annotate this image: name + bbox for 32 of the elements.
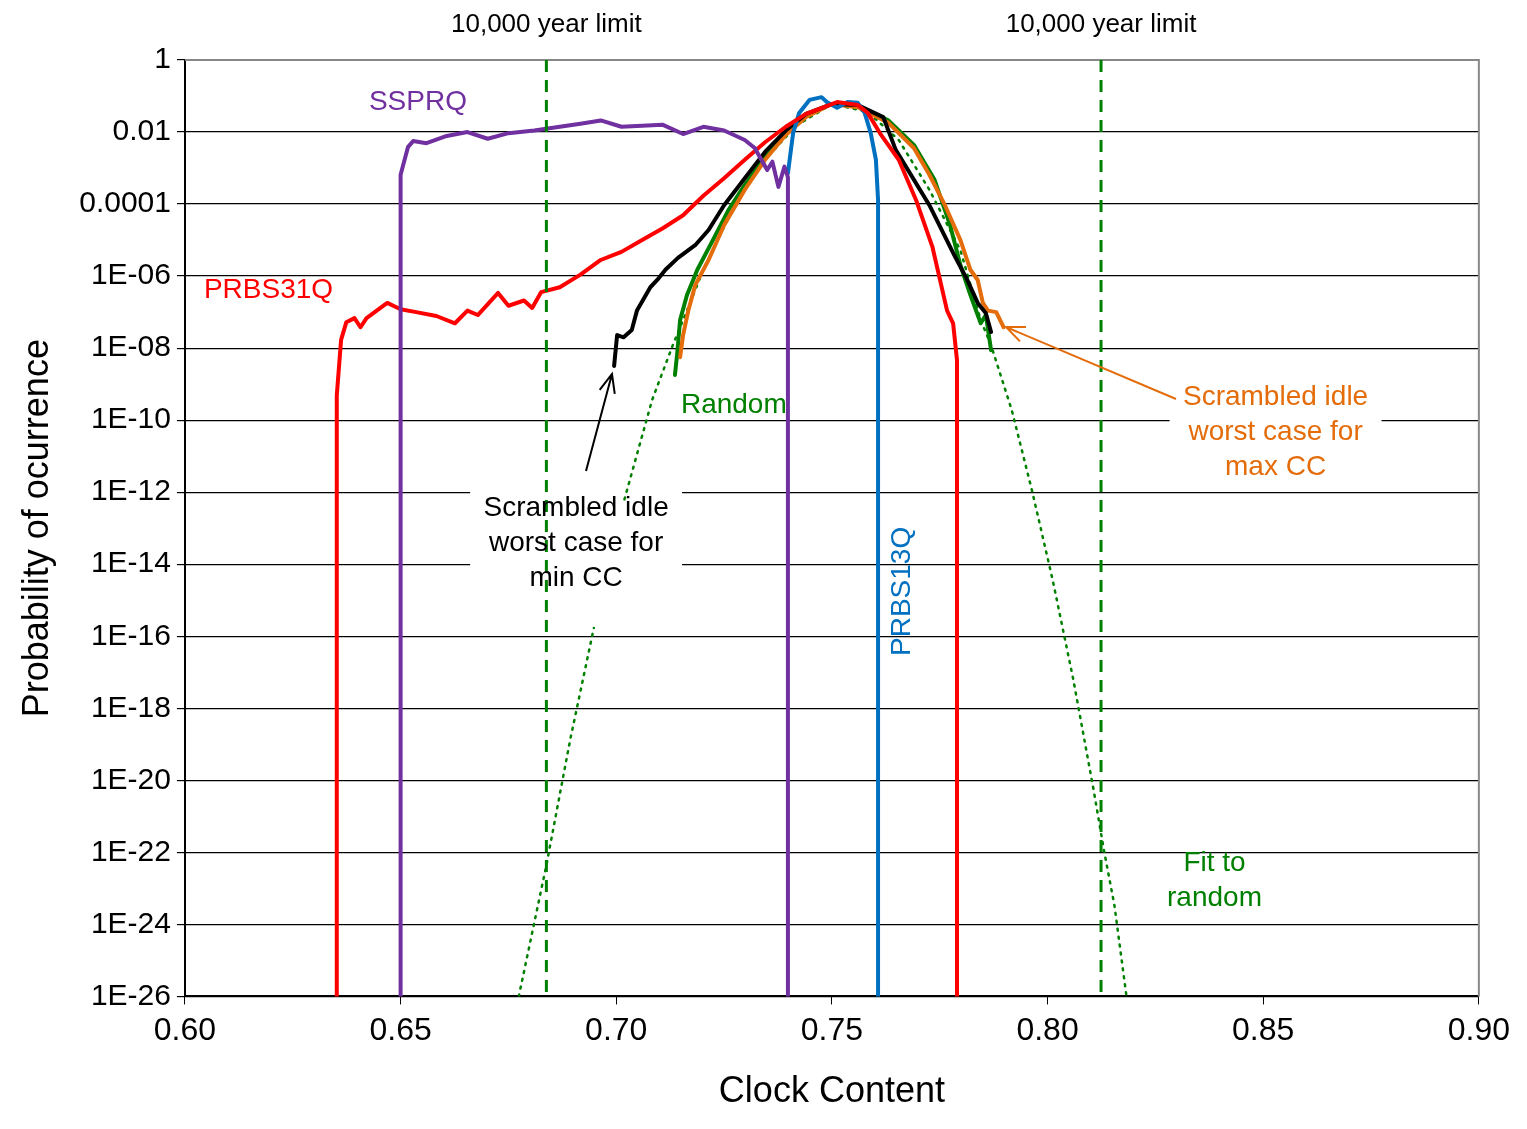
y-tick-label: 1E-18 [90, 689, 171, 723]
ref-line-label: 10,000 year limit [451, 8, 643, 39]
series-label: Random [680, 387, 787, 419]
series-label: Fit to random [1167, 845, 1262, 912]
y-tick-label: 1E-22 [90, 833, 171, 867]
y-tick-label: 1E-20 [90, 761, 171, 795]
x-tick-label: 0.70 [585, 1011, 648, 1048]
x-tick-label: 0.80 [1016, 1011, 1079, 1048]
series-label: SSPRQ [368, 84, 467, 116]
x-tick-label: 0.90 [1447, 1011, 1510, 1048]
y-axis-title: Probability of ocurrence [14, 339, 56, 718]
x-tick-label: 0.85 [1232, 1011, 1295, 1048]
y-tick-label: 1E-26 [90, 977, 171, 1011]
y-tick-label: 0.01 [112, 113, 171, 147]
y-tick-label: 1E-16 [90, 617, 171, 651]
text: PRBS13Q [884, 526, 916, 656]
x-tick-label: 0.75 [800, 1011, 864, 1048]
y-tick-label: 1E-10 [90, 401, 171, 435]
x-tick-label: 0.65 [369, 1011, 432, 1048]
annotation: Scrambled idle worst case for max CC [1182, 379, 1369, 481]
y-tick-label: 1E-08 [90, 329, 171, 363]
y-tick-label: 1E-14 [90, 545, 171, 579]
y-tick-label: 1E-06 [90, 257, 171, 291]
y-tick-label: 1E-24 [90, 905, 171, 939]
y-tick-label: 0.0001 [79, 185, 171, 219]
x-tick-label: 0.60 [153, 1011, 217, 1048]
series-label: PRBS31Q [203, 272, 334, 304]
annotation: Scrambled idle worst case for min CC [483, 490, 669, 592]
ref-line-label: 10,000 year limit [1005, 8, 1198, 39]
y-tick-label: 1E-12 [90, 473, 171, 507]
x-axis-title: Clock Content [718, 1069, 945, 1111]
y-tick-label: 1 [154, 41, 171, 75]
